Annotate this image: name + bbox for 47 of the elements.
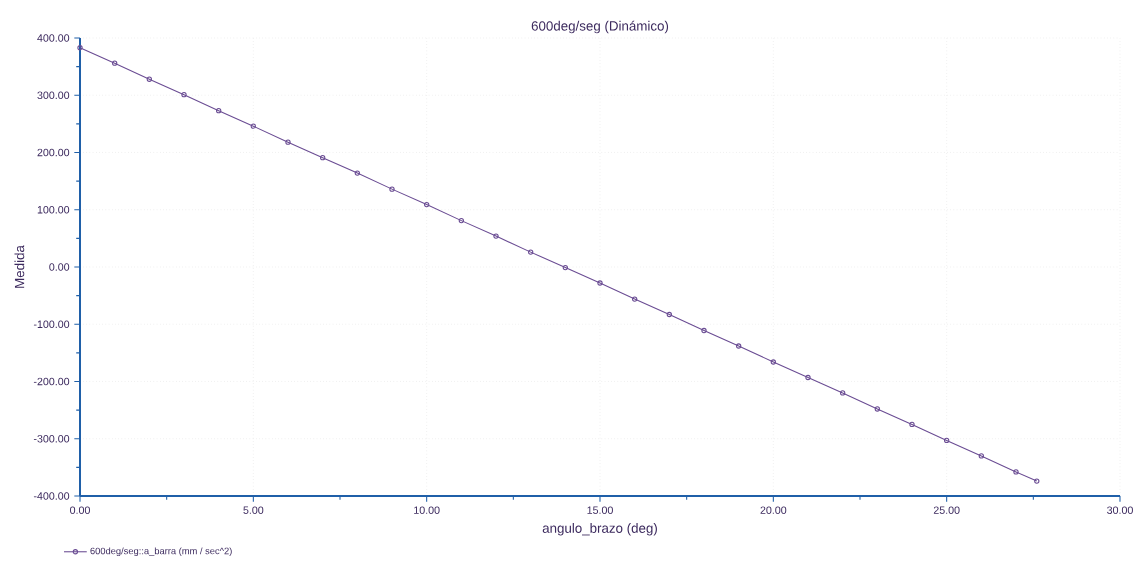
point: [562, 264, 569, 271]
point: [805, 374, 811, 381]
x-tick-label: 5.00: [243, 506, 264, 514]
point: [250, 123, 257, 129]
y-tick-label: -200.00: [33, 377, 70, 386]
y-tick-label: 400.00: [37, 34, 70, 42]
point: [458, 217, 465, 224]
y-tick-label: -100.00: [33, 320, 70, 329]
x-tick-label: 15.00: [587, 506, 613, 514]
point: [528, 249, 534, 255]
point: [666, 311, 673, 318]
x-tick-label: 25.00: [933, 506, 960, 514]
point: [943, 437, 950, 444]
x-tick-label: 20.00: [760, 506, 787, 514]
y-tick-label: 200.00: [37, 148, 70, 157]
chart-title: 600deg/seg (Dinámico): [531, 20, 669, 34]
point: [701, 327, 707, 334]
point: [389, 186, 395, 192]
point: [354, 170, 361, 176]
point: [493, 233, 499, 239]
point: [112, 60, 118, 66]
point: [874, 406, 881, 412]
y-axis-title: Medida: [14, 245, 25, 288]
point: [597, 280, 603, 286]
point: [285, 139, 291, 145]
point: [181, 92, 187, 98]
point: [320, 154, 326, 161]
point: [909, 421, 915, 428]
legend-label: 600deg/seg::a_barra (mm / sec^2): [90, 547, 232, 557]
point: [978, 453, 985, 459]
y-tick-label: -300.00: [33, 434, 70, 443]
y-tick-label: 300.00: [37, 91, 70, 100]
x-tick-label: 10.00: [414, 506, 440, 514]
y-tick-label: 100.00: [37, 205, 70, 214]
x-tick-label: 0.00: [70, 506, 90, 514]
point: [770, 359, 777, 365]
y-tick-label: 0.00: [49, 263, 70, 271]
x-axis-title: angulo_brazo (deg): [542, 523, 657, 536]
point: [631, 296, 638, 302]
y-tick-label: -400.00: [33, 492, 70, 500]
point: [146, 76, 153, 82]
point: [424, 201, 430, 208]
x-tick-label: 30.00: [1107, 506, 1133, 514]
point: [736, 343, 742, 349]
point: [1013, 469, 1019, 475]
point: [216, 108, 222, 114]
point: [840, 390, 846, 396]
